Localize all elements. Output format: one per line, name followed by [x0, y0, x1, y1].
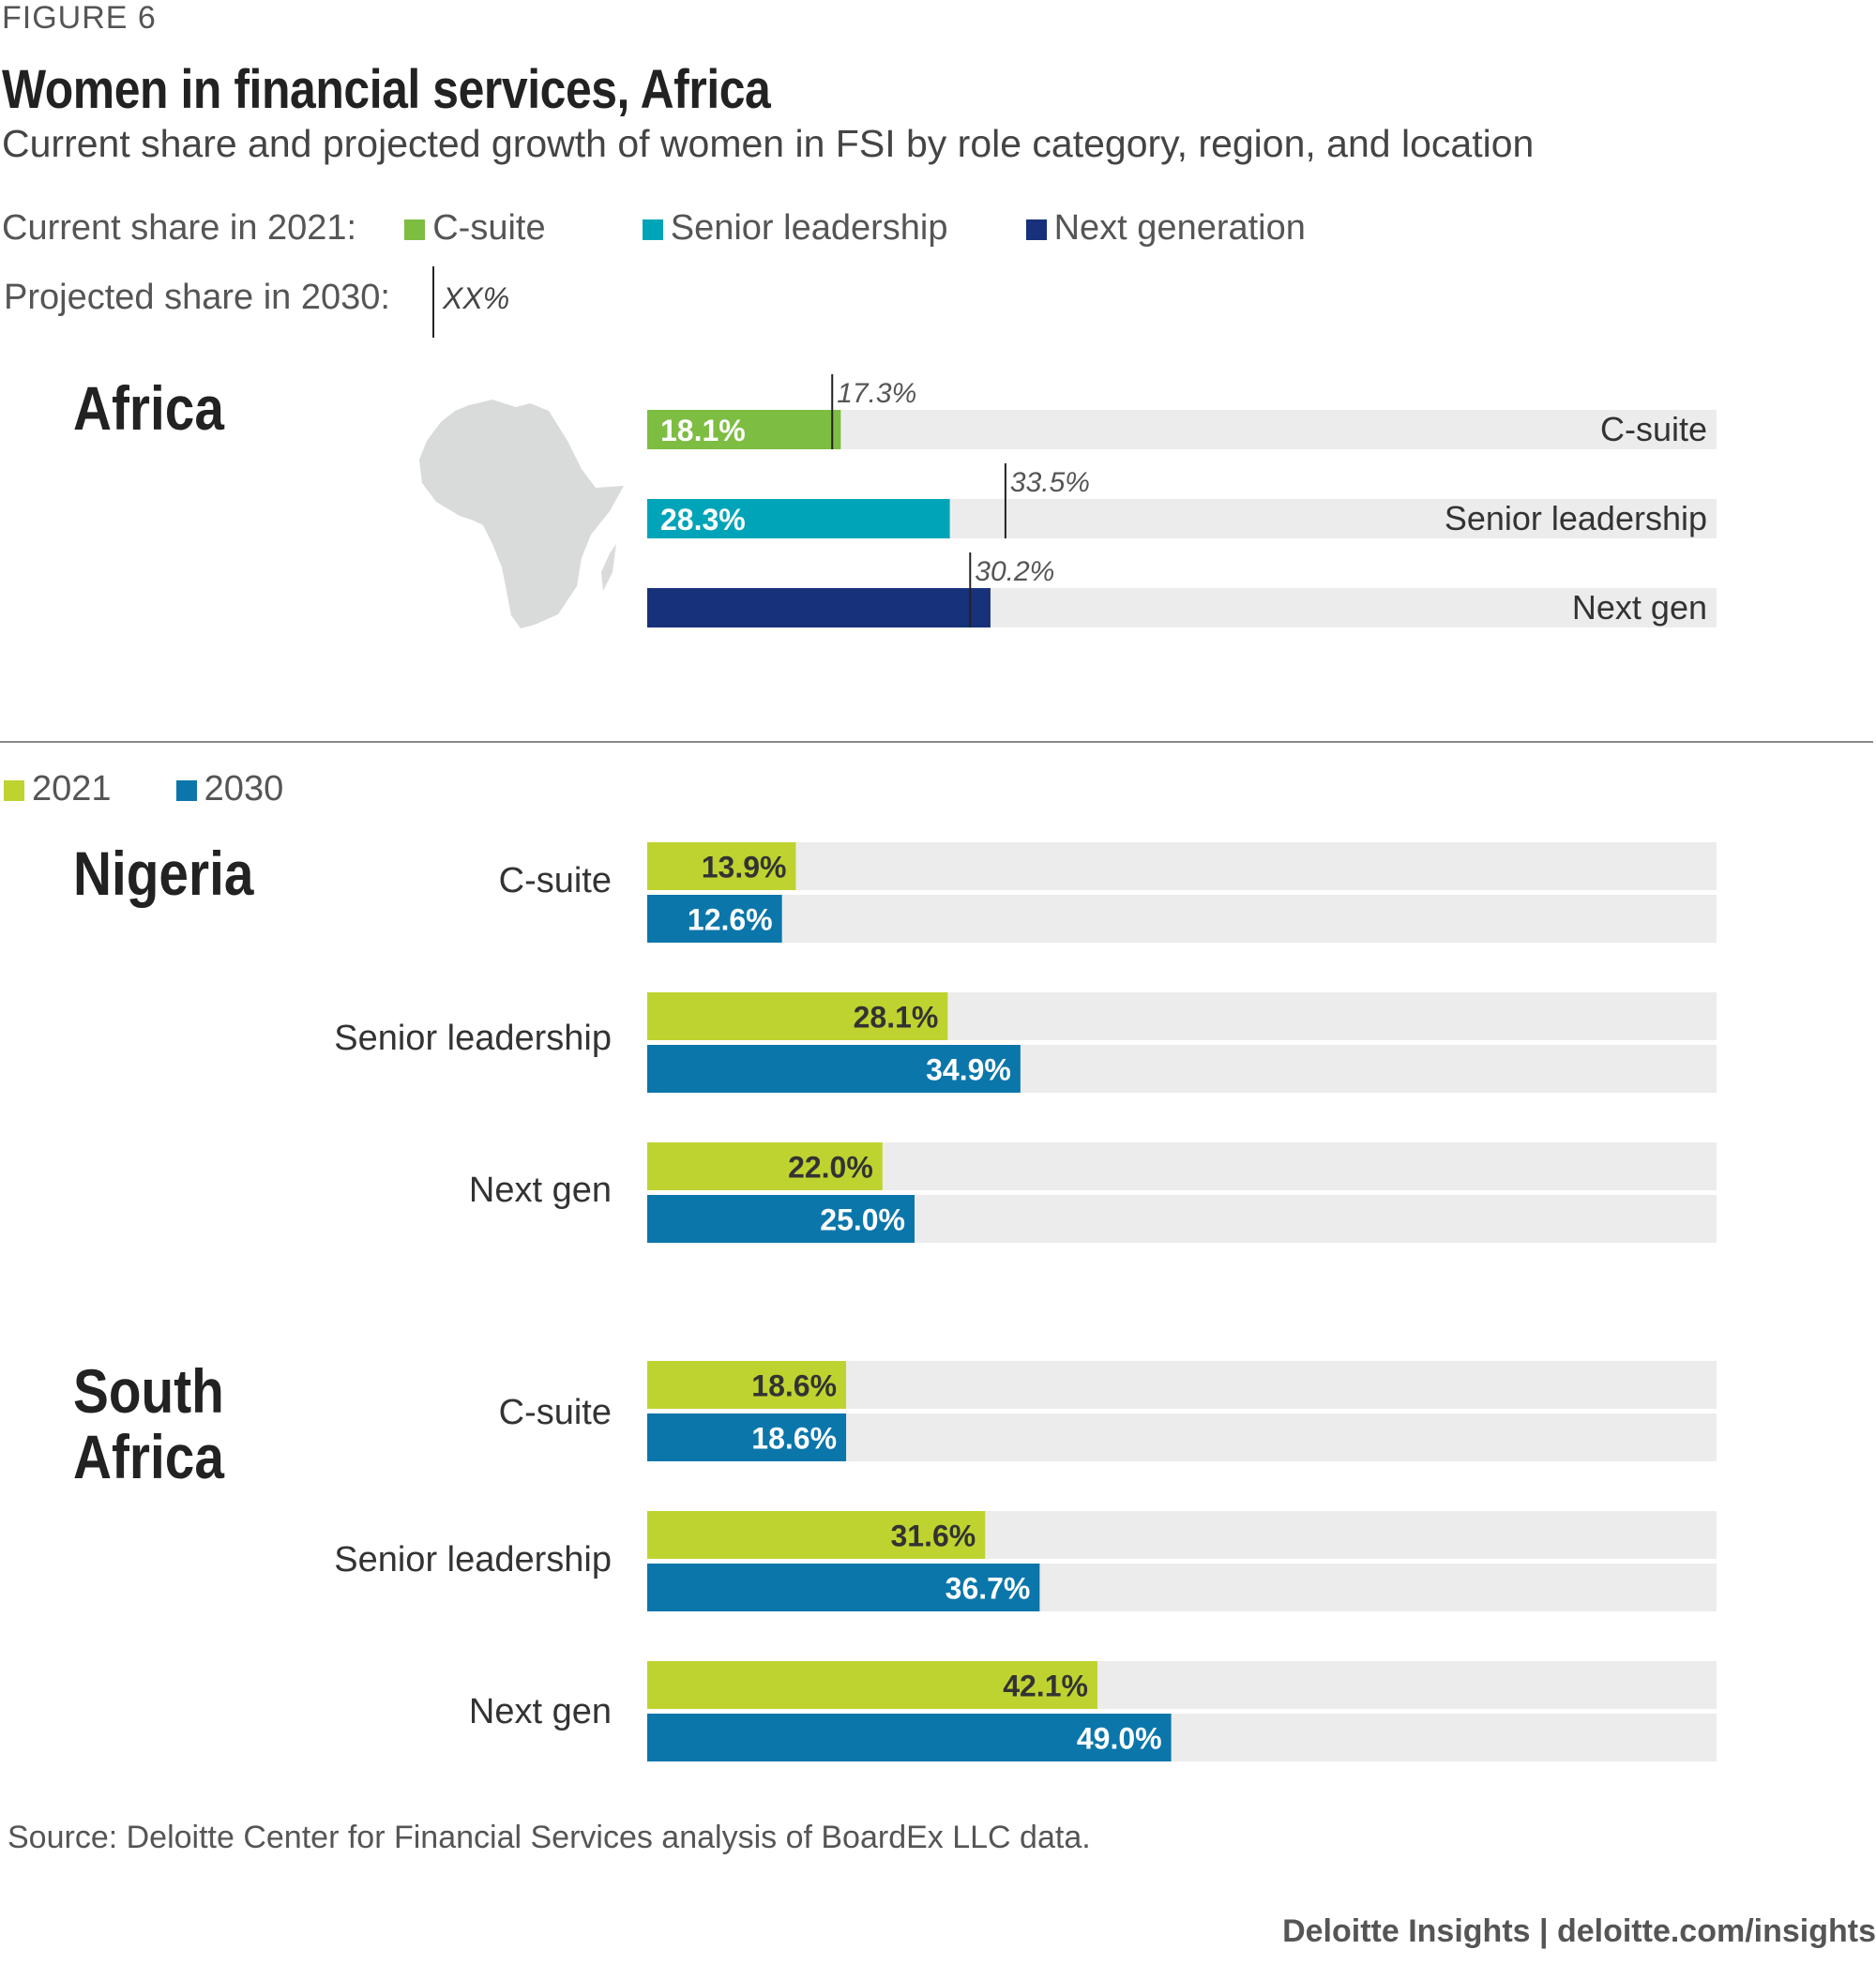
africa-label-2030-c-suite: 17.3%: [837, 378, 916, 409]
legend-swatch-2030: [175, 779, 197, 801]
nigeria-row-label-next-gen: Next gen: [468, 1171, 612, 1210]
source-note: Source: Deloitte Center for Financial Se…: [8, 1820, 1091, 1855]
region-title-nigeria: Nigeria: [73, 839, 254, 908]
africa-category-next-gen: Next gen: [1572, 588, 1707, 627]
south-africa-bar-2030-c-suite: [647, 1413, 847, 1461]
africa-category-c-suite: C-suite: [1600, 410, 1707, 448]
south-africa-chart: 18.6% 18.6% 31.6% 36.7% 42.1% 49.0%: [647, 1361, 1717, 1761]
credit-line: Deloitte Insights | deloitte.com/insight…: [1282, 1913, 1876, 1949]
legend-projected-label: Projected share in 2030:: [4, 278, 390, 317]
legend-swatch-next-gen: [1025, 219, 1047, 240]
nigeria-track-2021-c-suite: [647, 842, 1717, 890]
nigeria-bar-2030-next-gen: [647, 1195, 915, 1243]
nigeria-label-2030-c-suite: 12.6%: [688, 903, 773, 937]
south-africa-bar-2021-next-gen: [647, 1661, 1097, 1709]
legend-swatch-c-suite: [404, 219, 426, 240]
africa-label-2021-c-suite: 18.1%: [660, 414, 746, 447]
legend-item-2021: 2021: [4, 769, 112, 809]
africa-label-2030-senior-leadership: 33.5%: [1010, 467, 1090, 498]
legend-item-2030: 2030: [175, 769, 283, 809]
legend-current-label: Current share in 2021:: [2, 208, 357, 248]
section-divider: [0, 741, 1873, 743]
south-africa-label-2030-senior-leadership: 36.7%: [946, 1572, 1031, 1606]
africa-bar-2021-next-gen: [647, 588, 991, 627]
nigeria-chart: 13.9% 12.6% 28.1% 34.9% 22.0% 25.0%: [647, 842, 1717, 1243]
south-africa-bar-2021-c-suite: [647, 1361, 847, 1409]
africa-label-2021-senior-leadership: 28.3%: [660, 503, 746, 537]
africa-category-senior-leadership: Senior leadership: [1445, 499, 1707, 537]
nigeria-track-2030-c-suite: [647, 895, 1717, 943]
sa-row-label-next-gen: Next gen: [468, 1692, 612, 1731]
nigeria-bar-2030-c-suite: [647, 895, 782, 943]
south-africa-bar-2021-senior-leadership: [647, 1511, 986, 1559]
south-africa-label-2021-c-suite: 18.6%: [751, 1369, 837, 1403]
legend-swatch-2021: [4, 779, 24, 801]
legend-projected-marker-text: XX%: [443, 281, 510, 315]
nigeria-label-2030-next-gen: 25.0%: [820, 1203, 905, 1237]
africa-map-icon: [419, 400, 624, 628]
sa-row-label-senior-leadership: Senior leadership: [334, 1540, 612, 1579]
africa-bar-2021-c-suite: [647, 410, 841, 449]
nigeria-label-2021-next-gen: 22.0%: [788, 1151, 873, 1185]
nigeria-bar-2021-c-suite: [647, 842, 796, 890]
south-africa-label-2030-next-gen: 49.0%: [1077, 1722, 1162, 1756]
south-africa-label-2021-senior-leadership: 31.6%: [891, 1519, 976, 1553]
nigeria-label-2030-senior-leadership: 34.9%: [926, 1053, 1011, 1087]
chart-title: Women in financial services, Africa: [2, 59, 771, 120]
south-africa-label-2030-c-suite: 18.6%: [751, 1422, 837, 1456]
south-africa-bar-2030-senior-leadership: [647, 1564, 1040, 1611]
legend-item-senior-leadership: Senior leadership: [642, 208, 947, 248]
africa-bar-2021-senior-leadership: [647, 499, 950, 538]
nigeria-label-2021-senior-leadership: 28.1%: [854, 1001, 939, 1035]
sa-row-label-c-suite: C-suite: [498, 1393, 612, 1432]
nigeria-row-label-senior-leadership: Senior leadership: [334, 1019, 612, 1058]
nigeria-label-2021-c-suite: 13.9%: [702, 851, 787, 884]
legend-item-c-suite: C-suite: [404, 208, 546, 248]
nigeria-bar-2021-next-gen: [647, 1142, 883, 1190]
nigeria-bar-2021-senior-leadership: [647, 992, 948, 1040]
figure-label: FIGURE 6: [2, 0, 157, 36]
south-africa-bar-2030-next-gen: [647, 1714, 1172, 1761]
africa-chart: 18.1% 17.3% C-suite 28.3% 33.5% Senior leader…: [647, 374, 1717, 627]
chart-subtitle: Current share and projected growth of wo…: [2, 122, 1535, 165]
nigeria-row-label-c-suite: C-suite: [498, 861, 612, 900]
legend-projected-marker-line: [432, 266, 434, 338]
region-title-south-africa: South Africa: [73, 1356, 224, 1491]
region-title-africa: Africa: [73, 373, 224, 443]
legend-item-next-generation: Next generation: [1025, 208, 1306, 248]
legend-current: Current share in 2021: C-suite Senior le…: [2, 208, 1306, 249]
legend-years: 2021 2030: [4, 769, 283, 809]
nigeria-bar-2030-senior-leadership: [647, 1045, 1021, 1093]
south-africa-label-2021-next-gen: 42.1%: [1003, 1670, 1088, 1703]
legend-swatch-senior: [642, 219, 663, 240]
africa-label-2030-next-gen: 30.2%: [975, 556, 1054, 587]
